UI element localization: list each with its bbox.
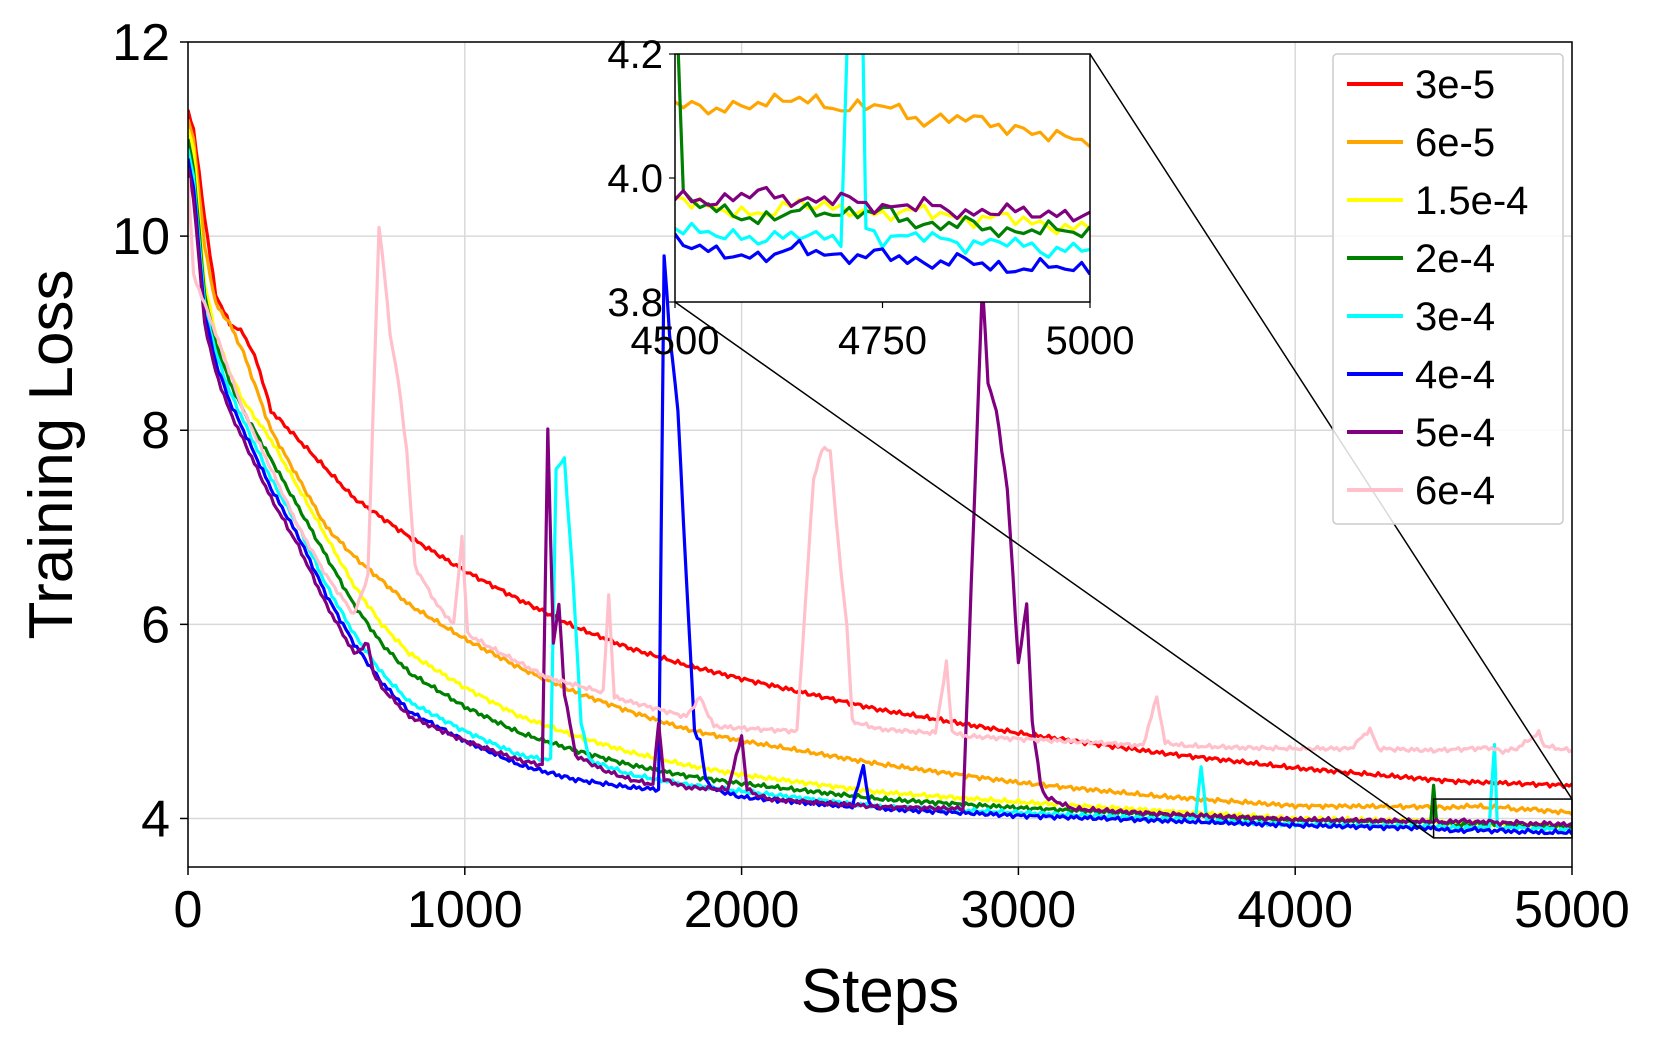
inset-series-line-6e-5	[675, 92, 1090, 148]
y-tick-label: 12	[112, 14, 170, 72]
inset-x-tick-label: 4750	[838, 319, 927, 363]
inset-series-group	[675, 54, 1090, 276]
legend-box	[1332, 53, 1564, 525]
legend-label-3e-4: 3e-4	[1415, 295, 1495, 339]
inset-y-tick-label: 3.8	[607, 281, 663, 325]
y-axis-title: Training Loss	[17, 270, 86, 640]
legend-label-2e-4: 2e-4	[1415, 237, 1495, 281]
y-tick-label: 4	[141, 790, 170, 848]
x-tick-label: 0	[174, 881, 203, 939]
zoom-connector-top	[1089, 53, 1573, 800]
main-plot-frame	[187, 41, 1573, 868]
zoom-rectangle	[1432, 798, 1573, 839]
x-tick-label: 1000	[407, 881, 523, 939]
y-tick-label: 8	[141, 402, 170, 460]
inset-x-tick-label: 4500	[631, 319, 720, 363]
zoom-region	[674, 53, 1573, 839]
x-tick-label: 3000	[961, 881, 1077, 939]
inset-y-tick-label: 4.0	[607, 157, 663, 201]
inset-series-line-4e-4	[675, 232, 1090, 276]
inset-zoom-plot: 4500 4750 5000 3.8 4.0 4.2	[607, 33, 1135, 363]
inset-series-line-5e-4	[675, 185, 1090, 223]
legend-label-6e-5: 6e-5	[1415, 121, 1495, 165]
main-axis-ticks: 0 1000 2000 3000 4000 5000 4 6 8 10 12	[112, 14, 1630, 939]
legend-label-1.5e-4: 1.5e-4	[1415, 179, 1528, 223]
legend-label-6e-4: 6e-4	[1415, 469, 1495, 513]
legend: 3e-5 6e-5 1.5e-4 2e-4 3e-4 4e-4 5e-4 6e-4	[1332, 53, 1564, 525]
x-tick-label: 4000	[1237, 881, 1353, 939]
legend-label-3e-5: 3e-5	[1415, 63, 1495, 107]
series-line-6e-5	[188, 119, 1572, 816]
y-tick-label: 10	[112, 208, 170, 266]
inset-series-line-3e-4	[675, 54, 1090, 259]
zoom-connector-bottom	[674, 301, 1435, 839]
x-tick-label: 5000	[1514, 881, 1630, 939]
inset-background	[675, 54, 1090, 302]
inset-y-tick-label: 4.2	[607, 33, 663, 77]
inset-x-tick-label: 5000	[1046, 319, 1135, 363]
legend-label-4e-4: 4e-4	[1415, 353, 1495, 397]
inset-series-line-1.5e-4	[675, 195, 1090, 236]
y-tick-label: 6	[141, 596, 170, 654]
legend-label-5e-4: 5e-4	[1415, 411, 1495, 455]
series-line-5e-4	[188, 167, 1572, 828]
series-line-6e-4	[188, 177, 1572, 755]
x-tick-label: 2000	[684, 881, 800, 939]
x-axis-title: Steps	[801, 957, 960, 1026]
